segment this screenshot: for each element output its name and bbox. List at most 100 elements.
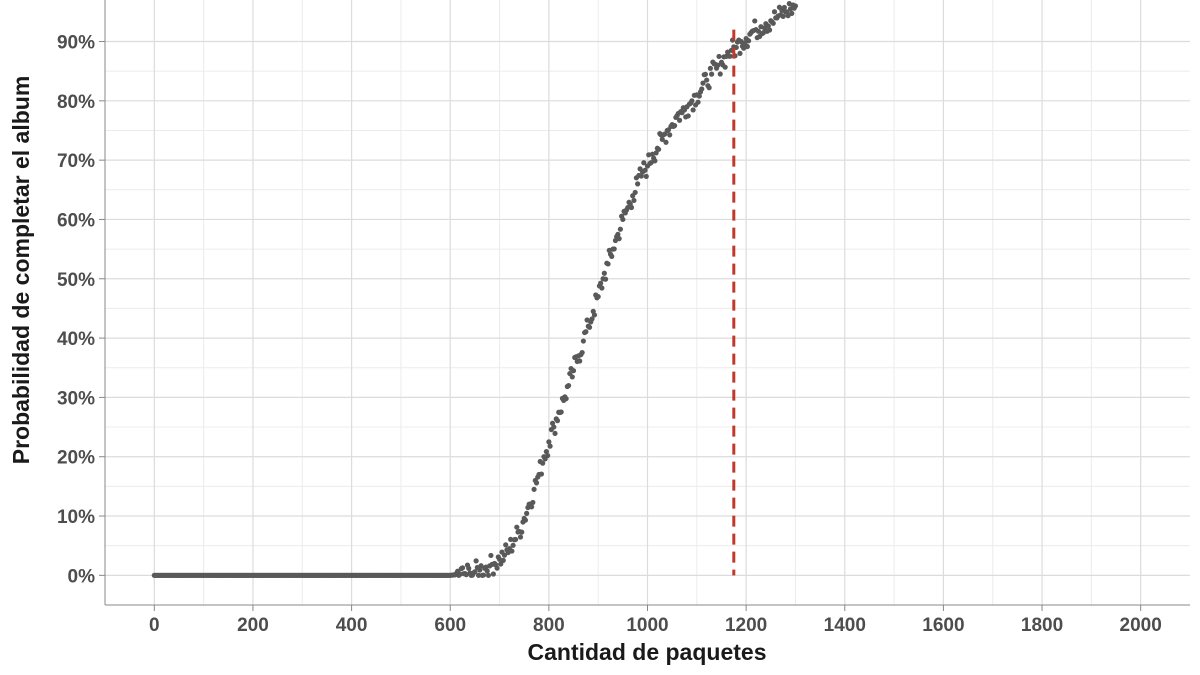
y-tick-label: 50% (57, 270, 95, 291)
data-point (752, 18, 758, 24)
data-point (478, 563, 484, 569)
data-point (530, 499, 536, 506)
y-tick-label: 20% (57, 448, 95, 469)
data-point (599, 285, 605, 291)
y-tick-label: 90% (57, 33, 95, 54)
data-point (770, 20, 776, 26)
y-tick-label: 70% (57, 151, 95, 172)
x-tick-label: 400 (336, 615, 368, 636)
data-point (716, 53, 722, 60)
data-point (746, 38, 752, 44)
data-point (514, 524, 520, 530)
y-tick-label: 30% (57, 388, 95, 409)
data-point (605, 261, 611, 267)
data-point (638, 173, 644, 179)
y-tick-label: 10% (57, 507, 95, 528)
data-point (792, 3, 799, 9)
data-point (477, 567, 483, 573)
data-point (685, 113, 691, 119)
data-point (715, 62, 721, 68)
data-point (601, 270, 607, 276)
data-point (583, 329, 589, 335)
data-point (472, 569, 478, 575)
data-point (615, 231, 621, 237)
data-point (598, 280, 604, 286)
y-tick-label: 40% (57, 329, 95, 350)
x-axis-ticks: 0 200 400 600 800 1000 1200 1400 1600 1800 2000 (149, 605, 1162, 636)
data-point (659, 136, 665, 142)
data-point (540, 460, 546, 466)
data-point (577, 358, 583, 364)
data-point (706, 85, 712, 91)
data-point (727, 53, 733, 59)
data-point (529, 504, 535, 510)
data-point (667, 132, 673, 138)
data-point (558, 409, 564, 415)
data-point (580, 338, 586, 344)
data-point (707, 65, 713, 71)
data-points (151, 1, 799, 578)
data-point (709, 71, 715, 77)
data-point (484, 568, 490, 574)
data-point (531, 486, 537, 492)
data-point (512, 536, 519, 543)
data-point (765, 23, 771, 29)
data-point (552, 430, 558, 437)
data-point (522, 517, 529, 523)
data-point (589, 316, 595, 322)
data-point (510, 542, 516, 548)
data-point (766, 27, 773, 33)
data-point (547, 443, 553, 449)
data-point (611, 246, 617, 252)
major-gridlines (105, 0, 1190, 605)
data-point (570, 368, 577, 374)
data-point (538, 471, 545, 477)
data-point (616, 236, 622, 242)
data-point (569, 374, 575, 380)
data-point (494, 565, 500, 571)
data-point (595, 293, 601, 300)
x-tick-label: 1400 (824, 615, 866, 636)
y-axis-title: Probabilidad de completar el album (8, 76, 34, 465)
data-point (602, 276, 609, 282)
data-point (546, 439, 552, 445)
x-tick-label: 600 (434, 615, 466, 636)
data-point (545, 452, 551, 459)
data-point (672, 123, 678, 129)
data-point (488, 552, 494, 559)
data-point (591, 312, 598, 318)
y-axis-ticks: 0% 10% 20% 30% 40% 50% 60% 70% 80% 90% (57, 33, 105, 587)
data-point (620, 216, 626, 223)
data-point (702, 71, 709, 77)
data-point (628, 204, 635, 211)
x-axis-title: Cantidad de paquetes (528, 639, 767, 665)
data-point (459, 565, 466, 571)
data-point (722, 64, 728, 70)
data-point (466, 565, 472, 571)
x-tick-label: 1800 (1021, 615, 1063, 636)
data-point (704, 77, 710, 83)
data-point (643, 173, 649, 179)
data-point (689, 98, 695, 104)
data-point (501, 552, 508, 558)
data-point (652, 158, 658, 164)
data-point (695, 99, 701, 105)
data-point (780, 13, 786, 19)
data-point (565, 382, 572, 389)
data-point (609, 253, 615, 259)
data-point (699, 86, 705, 92)
data-point (524, 510, 530, 516)
data-point (480, 572, 487, 578)
data-point (475, 572, 482, 578)
data-point (473, 558, 479, 564)
data-point (781, 4, 787, 11)
x-tick-label: 800 (533, 615, 565, 636)
data-point (635, 181, 641, 187)
data-point (632, 189, 638, 196)
data-point (655, 146, 662, 152)
data-point (490, 571, 496, 577)
x-tick-label: 1200 (725, 615, 767, 636)
data-point (617, 226, 623, 232)
data-point (503, 542, 509, 548)
